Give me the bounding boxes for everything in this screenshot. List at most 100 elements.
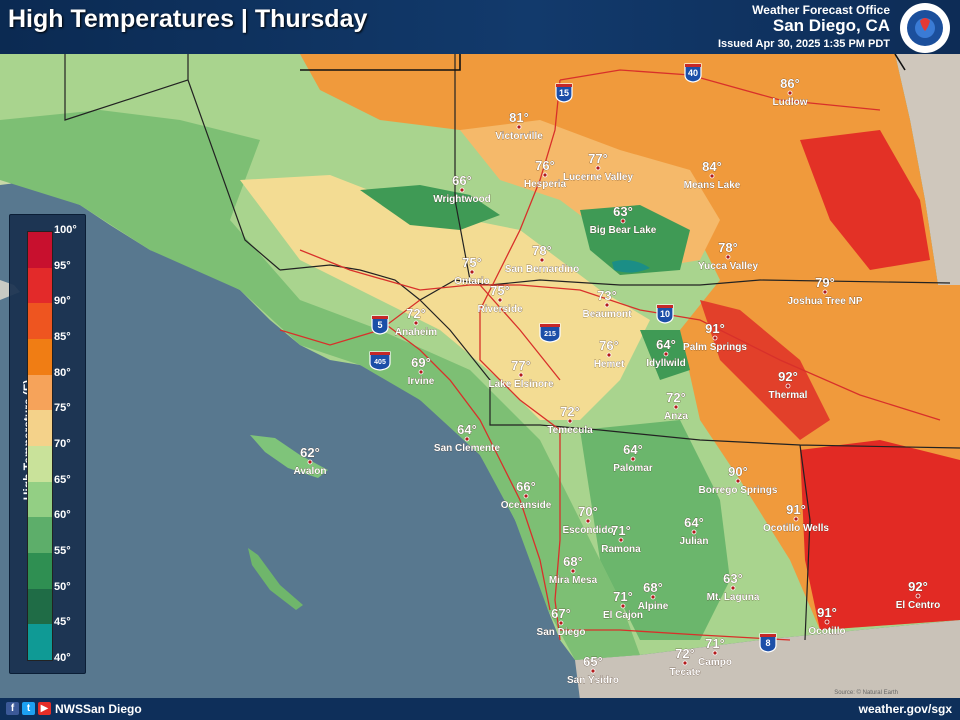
city-temp: 68° — [643, 580, 663, 595]
city-name: Avalon — [294, 466, 327, 477]
city-marker: 77° Lake Elsinore — [488, 358, 554, 390]
catalina-island — [250, 435, 328, 478]
legend-tick-label: 65° — [54, 473, 71, 486]
city-name: Irvine — [408, 376, 435, 387]
city-temp: 84° — [702, 159, 722, 174]
social-handle[interactable]: NWSSan Diego — [55, 702, 142, 716]
city-name: Ocotillo — [808, 626, 845, 637]
city-name: Idyllwild — [646, 358, 685, 369]
city-temp: 75° — [490, 283, 510, 298]
city-dot — [570, 568, 576, 574]
city-marker: 64° Palomar — [613, 442, 653, 474]
city-dot — [518, 372, 524, 378]
city-dot — [630, 456, 636, 462]
city-name: Oceanside — [501, 500, 552, 511]
city-dot — [730, 585, 736, 591]
city-temp: 71° — [705, 636, 725, 651]
facebook-icon[interactable]: f — [6, 702, 19, 715]
city-name: Hemet — [594, 359, 625, 370]
header-bar: High Temperatures | Thursday Weather For… — [0, 0, 960, 54]
city-temp: 77° — [588, 151, 608, 166]
city-temp: 91° — [786, 502, 806, 517]
city-temp: 92° — [908, 579, 928, 594]
city-name: Lucerne Valley — [563, 172, 633, 183]
shield-label: 215 — [544, 331, 556, 338]
city-marker: 72° Temecula — [547, 404, 593, 436]
city-name: Joshua Tree NP — [787, 296, 862, 307]
legend-tick-label: 75° — [54, 402, 71, 415]
legend-tick-label: 45° — [54, 616, 71, 629]
city-temp: 76° — [599, 338, 619, 353]
city-marker: 64° Julian — [679, 515, 708, 547]
city-marker: 71° El Cajon — [603, 589, 643, 621]
city-marker: 68° Alpine — [638, 580, 669, 612]
city-marker: 78° Yucca Valley — [698, 240, 759, 272]
city-temp: 64° — [656, 337, 676, 352]
city-name: Yucca Valley — [698, 261, 758, 272]
city-dot — [709, 173, 715, 179]
youtube-icon[interactable]: ▶ — [38, 702, 51, 715]
city-dot — [606, 352, 612, 358]
big-bear-lake — [612, 260, 650, 273]
city-marker: 77° Lucerne Valley — [563, 151, 634, 183]
city-temp: 78° — [718, 240, 738, 255]
city-dot — [590, 668, 596, 674]
city-marker: 91° Ocotillo — [808, 605, 846, 637]
city-temp: 81° — [509, 110, 529, 125]
legend-tick-label: 70° — [54, 437, 71, 450]
city-temp: 67° — [551, 606, 571, 621]
city-marker: 71° Campo — [698, 636, 732, 668]
city-marker: 64° Idyllwild — [646, 337, 686, 369]
city-temp: 63° — [723, 571, 743, 586]
city-name: Ocotillo Wells — [763, 523, 829, 534]
inland-valley-yellow — [240, 175, 650, 420]
shield-label: 10 — [660, 309, 670, 319]
office-location: San Diego, CA — [772, 16, 890, 35]
city-temp: 73° — [597, 288, 617, 303]
city-dot — [618, 537, 624, 543]
interstate-shield: 40 — [684, 63, 702, 83]
city-temp: 72° — [406, 306, 426, 321]
city-dot — [785, 383, 791, 389]
city-temp: 79° — [815, 275, 835, 290]
city-name: Riverside — [477, 304, 522, 315]
city-marker: 76° Hemet — [594, 338, 626, 370]
city-temp: 66° — [516, 479, 536, 494]
city-dot — [595, 165, 601, 171]
interstate-shield: 10 — [656, 304, 674, 324]
city-temp: 76° — [535, 158, 555, 173]
city-dot — [585, 518, 591, 524]
city-name: San Bernardino — [505, 264, 579, 275]
city-dot — [497, 297, 503, 303]
twitter-icon[interactable]: t — [22, 702, 35, 715]
city-marker: 78° San Bernardino — [505, 243, 580, 275]
legend-tick-label: 50° — [54, 580, 71, 593]
city-dot — [307, 459, 313, 465]
city-dot — [682, 660, 688, 666]
website-link[interactable]: weather.gov/sgx — [858, 702, 952, 716]
city-dot — [469, 269, 475, 275]
city-dot — [620, 603, 626, 609]
shield-label: 40 — [688, 68, 698, 78]
city-marker: 92° El Centro — [896, 579, 941, 611]
city-marker: 64° San Clemente — [434, 422, 501, 454]
interstate-shield: 215 — [539, 323, 561, 343]
city-name: Escondido — [562, 525, 613, 536]
city-temp: 92° — [778, 369, 798, 384]
mountain-green-sgm — [360, 185, 500, 230]
city-marker: 90° Borrego Springs — [698, 464, 778, 496]
city-marker: 72° Anza — [664, 390, 689, 422]
city-temp: 75° — [462, 255, 482, 270]
city-name: Wrightwood — [433, 194, 491, 205]
shield-label: 8 — [765, 638, 770, 648]
city-dot — [459, 187, 465, 193]
city-temp: 62° — [300, 445, 320, 460]
nws-logo[interactable] — [898, 1, 952, 55]
city-name: Palomar — [613, 463, 653, 474]
city-temp: 66° — [452, 173, 472, 188]
city-dot — [824, 619, 830, 625]
legend-tick-label: 55° — [54, 544, 71, 557]
city-dot — [650, 594, 656, 600]
shield-label: 405 — [374, 359, 386, 366]
city-dot — [712, 335, 718, 341]
